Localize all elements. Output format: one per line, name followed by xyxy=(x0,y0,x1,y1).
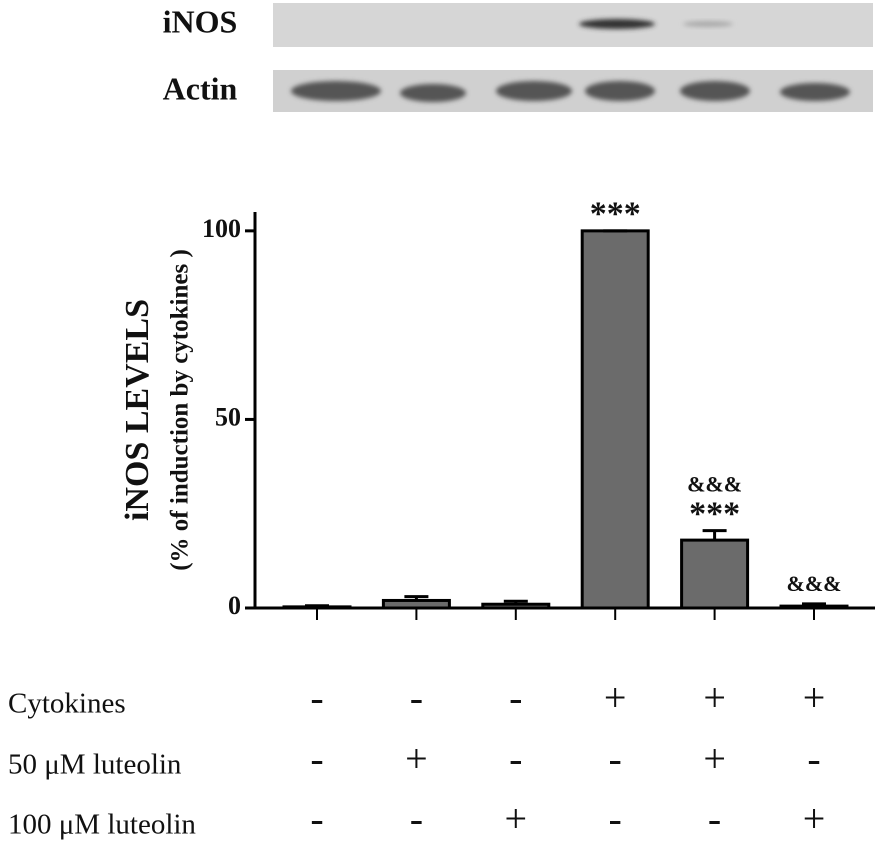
significance-label: *** xyxy=(590,196,641,233)
actin-bands xyxy=(291,81,850,102)
condition-sign: - xyxy=(509,736,522,781)
bar xyxy=(381,598,451,610)
y-tick-label: 50 xyxy=(215,402,241,431)
error-bar xyxy=(503,599,528,605)
significance-label: *** xyxy=(689,495,740,532)
bar xyxy=(481,602,551,610)
condition-sign: - xyxy=(807,736,820,781)
y-tick-label: 0 xyxy=(228,591,241,620)
condition-sign: - xyxy=(609,736,622,781)
error-bar xyxy=(802,602,826,607)
condition-label: Cytokines xyxy=(8,688,126,720)
significance-label: &&& xyxy=(787,571,842,596)
bar xyxy=(680,538,750,610)
condition-sign: + xyxy=(405,736,428,781)
y-axis-subtitle: (% of induction by cytokines ) xyxy=(167,249,194,571)
error-bar xyxy=(404,595,429,601)
condition-sign: - xyxy=(310,675,323,720)
bar xyxy=(779,604,849,610)
blot-band xyxy=(579,19,655,29)
condition-sign: + xyxy=(505,796,528,841)
y-tick-label: 100 xyxy=(202,214,241,243)
condition-label: 100 μM luteolin xyxy=(8,809,196,841)
blot-strip xyxy=(273,3,873,47)
condition-sign: - xyxy=(310,796,323,841)
condition-label: 50 μM luteolin xyxy=(8,749,182,781)
condition-sign: - xyxy=(410,675,423,720)
bar xyxy=(580,229,650,610)
y-axis-title: iNOS LEVELS xyxy=(119,299,156,521)
blot-band xyxy=(683,21,733,27)
condition-sign: + xyxy=(604,675,627,720)
error-bar xyxy=(702,529,727,541)
condition-sign: - xyxy=(310,736,323,781)
blot-label: Actin xyxy=(163,70,238,106)
condition-sign: + xyxy=(703,736,726,781)
condition-sign: - xyxy=(410,796,423,841)
significance-label: &&& xyxy=(687,472,742,497)
condition-sign: + xyxy=(803,796,826,841)
condition-sign: + xyxy=(703,675,726,720)
blot-label: iNOS xyxy=(163,3,238,39)
western-blot: iNOS Actin xyxy=(163,3,873,112)
condition-sign: - xyxy=(708,796,721,841)
condition-sign: - xyxy=(609,796,622,841)
error-bar xyxy=(305,604,329,608)
condition-sign: + xyxy=(803,675,826,720)
condition-sign: - xyxy=(509,675,522,720)
